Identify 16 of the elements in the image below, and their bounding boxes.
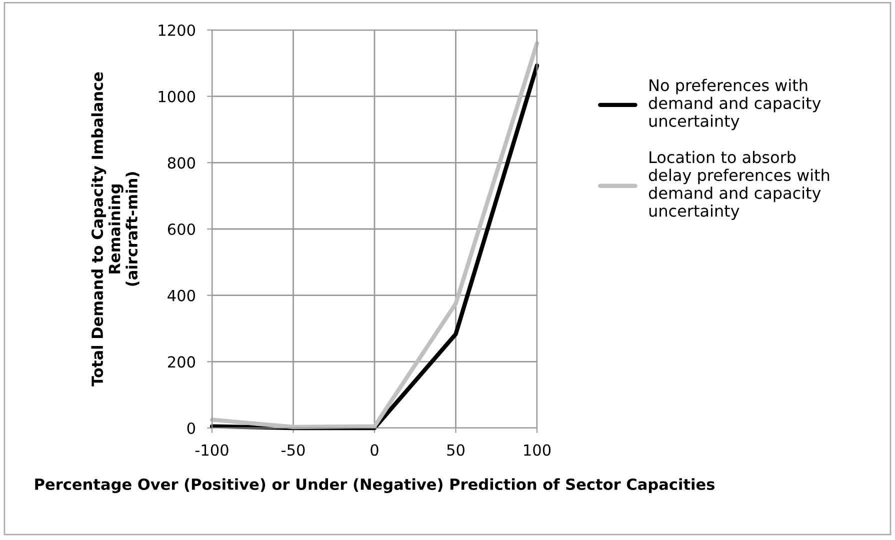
x-tick-label: 50	[447, 444, 464, 456]
y-tick-label: 800	[168, 157, 196, 169]
y-tick-label: 400	[168, 290, 196, 302]
x-tick-label: -100	[195, 444, 228, 456]
x-tick-label: 0	[370, 444, 378, 456]
legend-label: No preferences with demand and capacity uncertainty	[648, 78, 821, 130]
y-tick-label: 200	[168, 356, 196, 368]
x-tick-label: -50	[282, 444, 305, 456]
y-tick-label: 0	[187, 422, 196, 434]
y-tick-label: 1000	[158, 90, 196, 102]
x-tick-label: 100	[524, 444, 551, 456]
y-axis-title: Total Demand to Capacity Imbalance Remaining (aircraft-min)	[91, 72, 140, 386]
legend-label: Location to absorb delay preferences with demand and capacity uncertainty	[648, 150, 830, 220]
y-tick-label: 600	[168, 223, 196, 236]
x-axis-title: Percentage Over (Positive) or Under (Negative) Prediction of Sector Capacities	[35, 478, 714, 494]
y-tick-label: 1200	[158, 24, 196, 36]
